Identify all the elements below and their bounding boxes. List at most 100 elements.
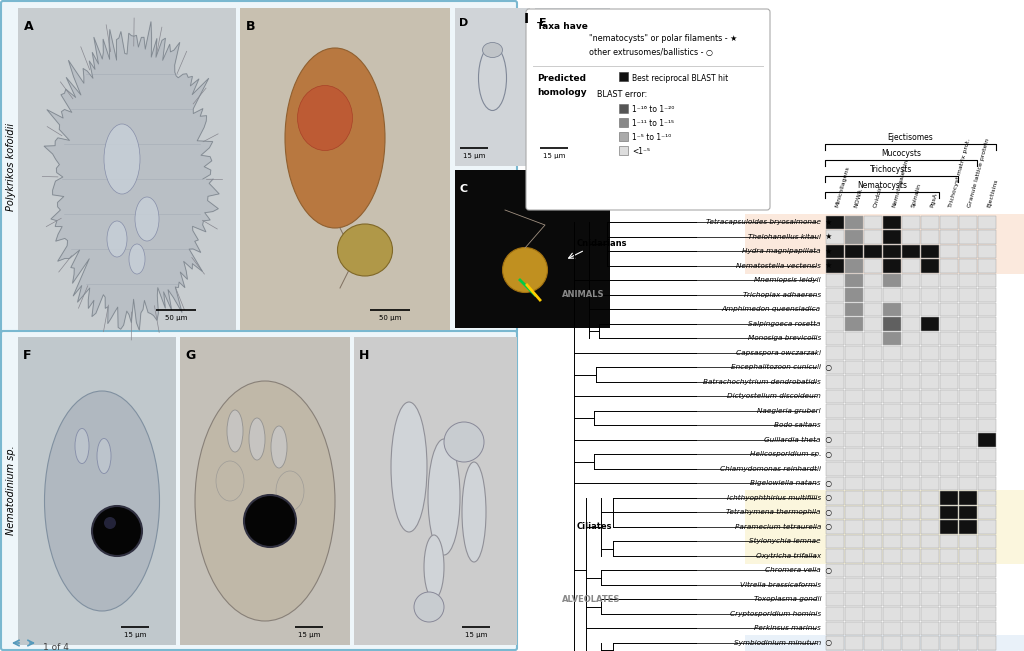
Text: H: H xyxy=(359,349,370,362)
Bar xyxy=(939,273,957,287)
Bar xyxy=(939,622,957,635)
Bar xyxy=(958,331,977,345)
Bar xyxy=(863,331,882,345)
Bar xyxy=(618,132,628,141)
Bar xyxy=(883,419,900,432)
Ellipse shape xyxy=(444,422,484,462)
Bar xyxy=(939,215,957,229)
Bar xyxy=(901,592,920,606)
Bar xyxy=(958,534,977,548)
Bar xyxy=(921,534,939,548)
Text: 15 μm: 15 μm xyxy=(298,632,321,638)
Bar xyxy=(921,505,939,519)
Bar xyxy=(863,361,882,374)
Bar xyxy=(921,389,939,403)
Text: ○: ○ xyxy=(823,363,831,372)
Bar xyxy=(901,505,920,519)
Bar xyxy=(863,505,882,519)
Bar xyxy=(825,361,844,374)
Bar xyxy=(939,520,957,534)
Text: Best reciprocal BLAST hit: Best reciprocal BLAST hit xyxy=(632,74,728,83)
Bar xyxy=(939,317,957,331)
Text: Hydra magnipapillata: Hydra magnipapillata xyxy=(742,248,821,255)
Bar xyxy=(883,549,900,562)
Bar xyxy=(958,361,977,374)
Bar xyxy=(883,491,900,505)
Bar xyxy=(939,245,957,258)
Bar xyxy=(825,622,844,635)
Bar xyxy=(883,245,900,258)
Bar xyxy=(845,389,862,403)
Text: ○: ○ xyxy=(823,638,831,647)
Text: Trichocysts: Trichocysts xyxy=(870,165,912,174)
Text: ★: ★ xyxy=(823,247,833,256)
Bar xyxy=(883,447,900,461)
Bar xyxy=(939,230,957,243)
Text: Ciliates: Ciliates xyxy=(577,522,612,531)
Bar xyxy=(240,8,450,330)
FancyBboxPatch shape xyxy=(526,9,770,210)
Bar xyxy=(825,419,844,432)
Bar xyxy=(921,375,939,389)
Bar xyxy=(845,534,862,548)
Bar xyxy=(863,477,882,490)
Bar xyxy=(845,447,862,461)
Bar xyxy=(825,564,844,577)
Bar xyxy=(883,273,900,287)
Bar xyxy=(863,549,882,562)
Bar xyxy=(535,8,610,166)
Bar xyxy=(958,607,977,620)
Bar xyxy=(978,622,995,635)
Bar xyxy=(180,337,350,645)
Text: Helicosporidium sp.: Helicosporidium sp. xyxy=(750,451,821,457)
Bar xyxy=(883,331,900,345)
Bar xyxy=(921,491,939,505)
Bar xyxy=(901,607,920,620)
Text: Bodo saltans: Bodo saltans xyxy=(774,422,821,428)
Bar xyxy=(863,288,882,301)
Bar xyxy=(978,549,995,562)
Bar xyxy=(978,404,995,417)
Text: D: D xyxy=(459,18,468,28)
Text: Nematogalectin: Nematogalectin xyxy=(892,158,909,208)
Text: ○: ○ xyxy=(823,522,831,531)
Text: Dictyostelium discoideum: Dictyostelium discoideum xyxy=(727,393,821,399)
Bar xyxy=(825,491,844,505)
Ellipse shape xyxy=(424,535,444,599)
Text: Chromera velia: Chromera velia xyxy=(765,567,821,574)
Text: other extrusomes/ballistics - ○: other extrusomes/ballistics - ○ xyxy=(589,48,713,57)
Bar xyxy=(845,636,862,650)
Bar xyxy=(845,303,862,316)
Bar xyxy=(825,331,844,345)
Bar xyxy=(863,534,882,548)
Text: Mucocysts: Mucocysts xyxy=(881,149,921,158)
Bar xyxy=(939,361,957,374)
Bar xyxy=(921,622,939,635)
Ellipse shape xyxy=(195,381,335,621)
Text: Encephalitozoon cuniculi: Encephalitozoon cuniculi xyxy=(731,364,821,370)
Text: homology: homology xyxy=(537,88,587,97)
Ellipse shape xyxy=(298,85,352,150)
Bar xyxy=(883,317,900,331)
Text: 15 μm: 15 μm xyxy=(124,632,146,638)
Bar xyxy=(958,215,977,229)
Bar xyxy=(939,462,957,475)
Bar xyxy=(978,389,995,403)
Bar xyxy=(845,361,862,374)
FancyBboxPatch shape xyxy=(1,331,517,650)
Bar xyxy=(978,215,995,229)
Bar xyxy=(745,635,1024,651)
Bar xyxy=(845,404,862,417)
Text: PgsA: PgsA xyxy=(930,192,938,208)
Text: Capsaspora owczarzaki: Capsaspora owczarzaki xyxy=(736,350,821,355)
Bar xyxy=(978,361,995,374)
Bar xyxy=(901,331,920,345)
Ellipse shape xyxy=(249,418,265,460)
Text: B: B xyxy=(246,20,256,33)
Bar xyxy=(863,303,882,316)
Bar xyxy=(939,259,957,273)
Text: Ejectisomes: Ejectisomes xyxy=(888,133,933,142)
Ellipse shape xyxy=(271,426,287,468)
Bar xyxy=(939,419,957,432)
Text: Cnidarians: Cnidarians xyxy=(577,240,628,249)
